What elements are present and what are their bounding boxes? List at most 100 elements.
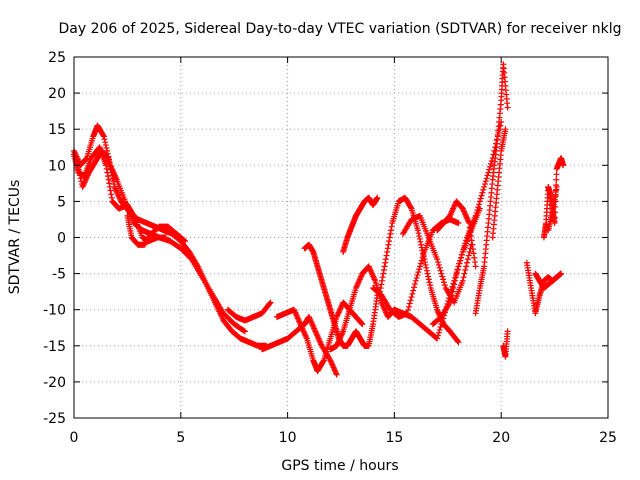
series-track-r: [489, 126, 509, 241]
data-point: [434, 332, 441, 339]
data-point: [476, 198, 483, 205]
data-point: [106, 180, 113, 187]
data-point: [468, 233, 475, 240]
data-point: [477, 195, 484, 202]
data-point: [455, 263, 462, 270]
data-point: [415, 230, 422, 237]
y-tick-label: 0: [57, 231, 66, 247]
data-point: [458, 251, 465, 258]
data-point: [108, 194, 115, 201]
data-point: [467, 228, 474, 235]
data-point: [449, 288, 456, 295]
y-tick-label: -20: [43, 375, 66, 391]
data-point: [426, 279, 433, 286]
data-point: [407, 204, 414, 211]
data-point: [504, 328, 511, 335]
data-points: [71, 61, 567, 378]
data-point: [110, 178, 117, 185]
data-point: [460, 274, 467, 281]
data-point: [469, 241, 476, 248]
data-point: [468, 237, 475, 244]
data-point: [459, 248, 466, 255]
data-point: [416, 233, 423, 240]
data-point: [438, 270, 445, 277]
data-point: [452, 274, 459, 281]
y-axis-tick-labels: -25 -20 -15 -10 -5 0 5 10 15 20 25: [43, 50, 66, 427]
series-track-v: [540, 155, 567, 241]
data-point: [435, 329, 442, 336]
data-point: [483, 175, 490, 182]
data-point: [405, 303, 412, 310]
data-point: [475, 201, 482, 208]
data-point: [423, 264, 430, 271]
data-point: [266, 300, 273, 307]
data-point: [104, 147, 111, 154]
data-point: [460, 246, 467, 253]
data-point: [386, 238, 393, 245]
data-point: [105, 176, 112, 183]
series-track-e: [224, 299, 274, 324]
data-point: [333, 371, 340, 378]
data-point: [488, 157, 495, 164]
data-point: [473, 209, 480, 216]
data-point: [454, 266, 461, 273]
data-point: [103, 162, 110, 169]
y-tick-label: -15: [43, 339, 66, 355]
data-point: [103, 144, 110, 151]
series-track-p: [434, 198, 479, 270]
data-point: [182, 238, 189, 245]
series-track-o: [429, 118, 505, 328]
data-point: [103, 165, 110, 172]
data-point: [471, 254, 478, 261]
grid-lines: [74, 57, 608, 418]
data-point: [406, 300, 413, 307]
x-tick-label: 10: [279, 430, 297, 446]
data-point: [386, 234, 393, 241]
series-track-g: [273, 299, 366, 375]
data-point: [464, 259, 471, 266]
data-point: [408, 294, 415, 301]
data-point: [417, 238, 424, 245]
data-point: [462, 266, 469, 273]
data-point: [471, 259, 478, 266]
data-point: [439, 273, 446, 280]
data-point: [110, 181, 117, 188]
data-point: [414, 272, 421, 279]
data-point: [438, 321, 445, 328]
series-track-u: [532, 270, 565, 292]
data-point: [424, 270, 431, 277]
data-point: [452, 277, 459, 284]
data-point: [457, 257, 464, 264]
data-point: [411, 281, 418, 288]
data-point: [421, 259, 428, 266]
data-point: [458, 254, 465, 261]
data-point: [414, 227, 421, 234]
data-point: [181, 237, 188, 244]
y-tick-label: 20: [48, 86, 66, 102]
data-point: [107, 187, 114, 194]
x-axis-title: GPS time / hours: [281, 458, 398, 474]
data-point: [464, 256, 471, 263]
data-point: [162, 234, 169, 241]
data-point: [450, 285, 457, 292]
data-point: [379, 274, 386, 281]
data-point: [418, 241, 425, 248]
data-point: [558, 270, 565, 277]
y-tick-label: -5: [52, 267, 66, 283]
data-point: [475, 204, 482, 211]
data-point: [553, 176, 560, 183]
data-point: [462, 240, 469, 247]
y-axis-title: SDTVAR / TECUs: [7, 180, 23, 295]
data-point: [436, 264, 443, 271]
data-point: [420, 251, 427, 258]
data-point: [410, 287, 417, 294]
data-point: [440, 279, 447, 286]
chart-title: Day 206 of 2025, Sidereal Day-to-day VTE…: [59, 21, 622, 37]
data-point: [106, 183, 113, 190]
data-point: [474, 207, 481, 214]
data-point: [409, 290, 416, 297]
data-point: [434, 335, 441, 342]
data-point: [100, 133, 107, 140]
data-point: [385, 241, 392, 248]
